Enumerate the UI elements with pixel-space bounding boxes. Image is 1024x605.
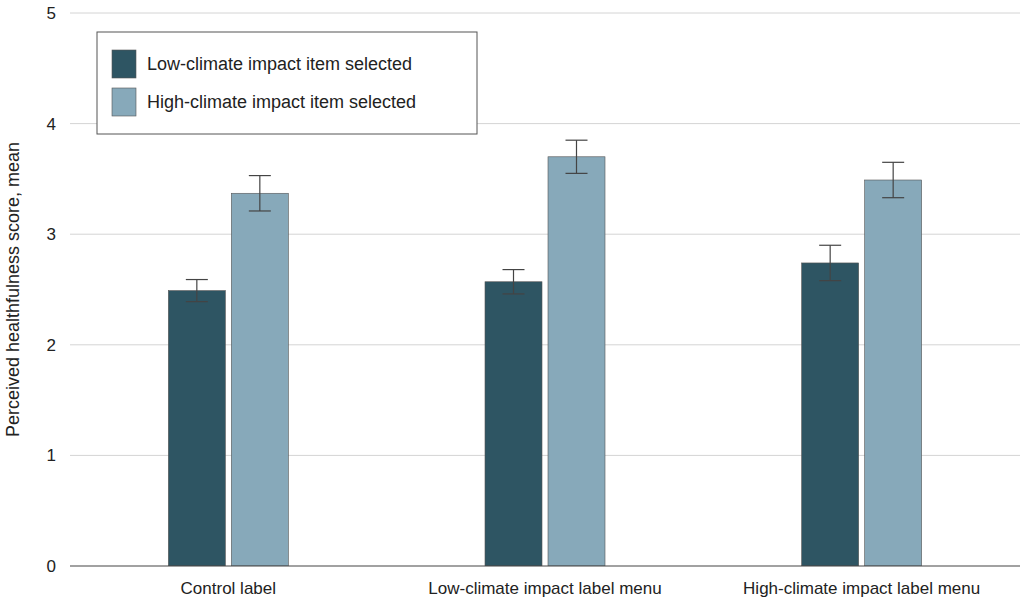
- x-tick-label: High-climate impact label menu: [743, 579, 980, 598]
- error-bar: [503, 270, 525, 294]
- bar: [548, 157, 605, 566]
- error-cap: [819, 280, 841, 281]
- chart-container: 0 1 2 3 4 5 Perceived healthfulness score, mea…: [0, 0, 1024, 605]
- error-cap: [503, 269, 525, 270]
- x-tick-label: Low-climate impact label menu: [428, 579, 661, 598]
- y-tick-label: 2: [47, 336, 56, 355]
- error-bar: [882, 162, 904, 197]
- x-axis-line: [70, 565, 1020, 566]
- error-cap: [249, 210, 271, 211]
- y-tick-label: 0: [47, 557, 56, 576]
- x-tick-label: Control label: [181, 579, 276, 598]
- error-cap: [186, 279, 208, 280]
- y-tick-label: 5: [47, 4, 56, 23]
- error-bar: [186, 280, 208, 302]
- error-stem: [830, 245, 831, 280]
- error-cap: [503, 293, 525, 294]
- bar: [865, 180, 922, 566]
- grid-line: [70, 13, 1020, 14]
- error-cap: [566, 173, 588, 174]
- bar: [485, 282, 542, 566]
- y-tick-label: 1: [47, 446, 56, 465]
- y-tick-label: 3: [47, 225, 56, 244]
- error-stem: [513, 270, 514, 294]
- error-cap: [249, 175, 271, 176]
- y-axis-title: Perceived healthfulness score, mean: [3, 142, 23, 437]
- error-stem: [259, 176, 260, 211]
- error-stem: [196, 280, 197, 302]
- error-bar: [819, 245, 841, 280]
- bar: [168, 291, 225, 566]
- error-bar: [566, 140, 588, 173]
- bar: [802, 263, 859, 566]
- error-cap: [186, 301, 208, 302]
- error-bar: [249, 176, 271, 211]
- legend-label: High-climate impact item selected: [147, 92, 416, 112]
- error-cap: [819, 245, 841, 246]
- legend: Low-climate impact item selected High-cli…: [97, 32, 477, 134]
- bars: [168, 140, 921, 566]
- bar: [231, 193, 288, 566]
- y-tick-label: 4: [47, 115, 56, 134]
- legend-label: Low-climate impact item selected: [147, 54, 412, 74]
- error-stem: [893, 162, 894, 197]
- error-stem: [576, 140, 577, 173]
- error-cap: [882, 162, 904, 163]
- error-cap: [566, 140, 588, 141]
- legend-swatch: [112, 88, 136, 116]
- chart-svg: 0 1 2 3 4 5 Perceived healthfulness score, mea…: [0, 0, 1024, 605]
- legend-swatch: [112, 50, 136, 78]
- error-cap: [882, 197, 904, 198]
- legend-box: [97, 32, 477, 134]
